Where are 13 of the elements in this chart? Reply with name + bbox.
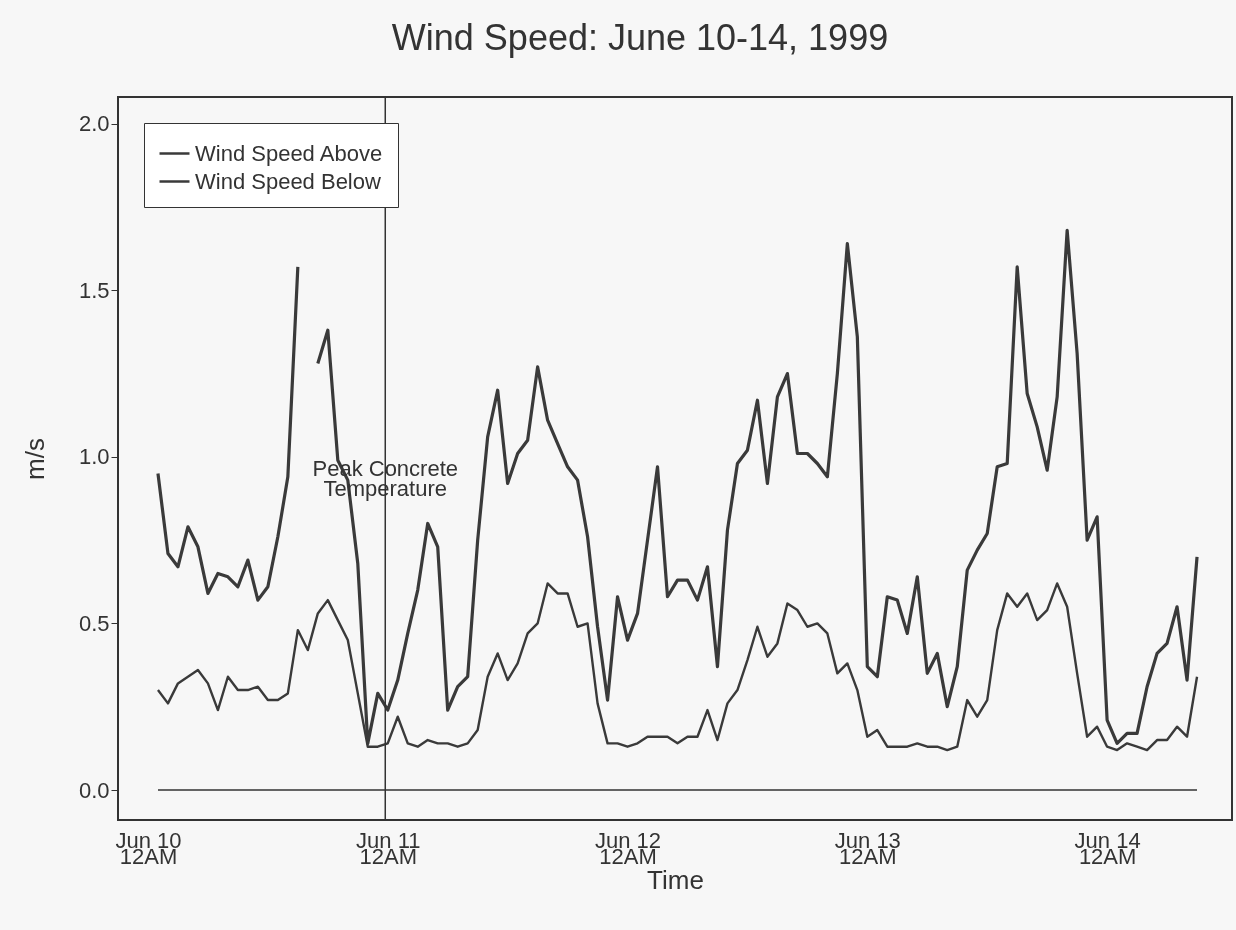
x-tick-label: Jun 14 12AM: [1074, 827, 1141, 869]
y-tick-label: 0.0: [78, 777, 110, 803]
y-tick-label: 2.0: [78, 111, 110, 137]
chart-title: Wind Speed: June 10-14, 1999: [391, 17, 889, 59]
x-tick-label: Jun 13 12AM: [834, 827, 901, 869]
x-tick-label: Jun 10 12AM: [115, 827, 182, 869]
y-tick-label: 1.5: [78, 277, 110, 303]
y-tick-label: 0.5: [78, 610, 110, 636]
y-tick-label: 1.0: [78, 444, 110, 470]
legend-label: Wind Speed Below: [195, 168, 381, 194]
legend-label: Wind Speed Above: [195, 140, 383, 166]
x-tick-label: Jun 11 12AM: [356, 827, 421, 869]
y-axis-title: m/s: [19, 438, 50, 480]
